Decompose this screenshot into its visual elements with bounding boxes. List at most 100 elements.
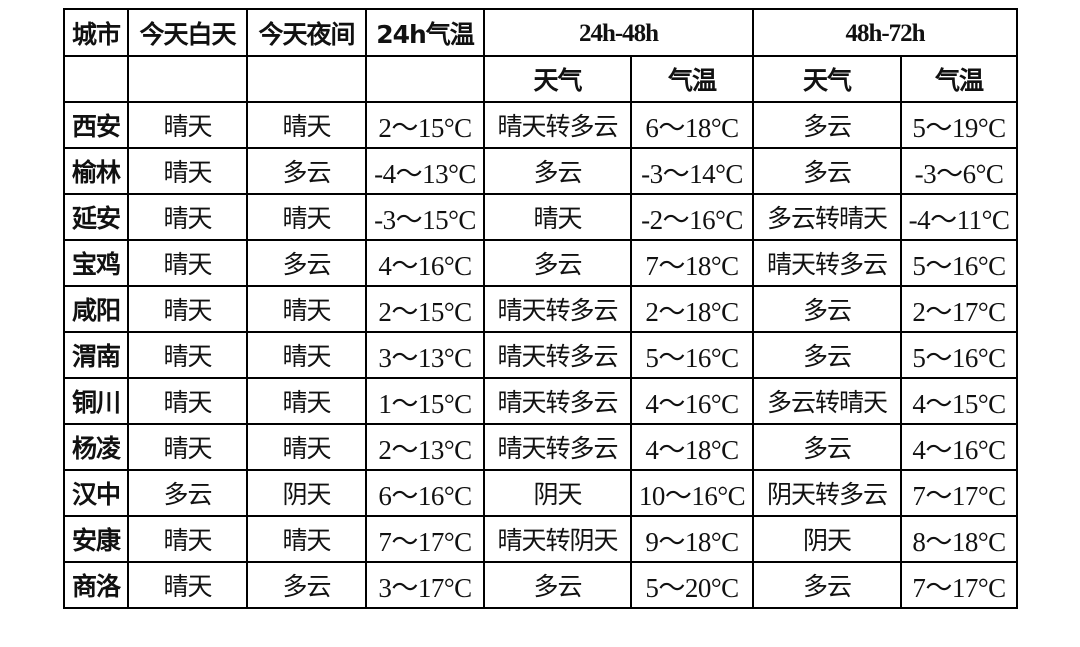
cell-temp-48-72h: -4～11°C [900,193,1019,241]
cell-weather-24-48h: 晴天转多云 [483,285,632,333]
cell-today-night-weather: 晴天 [246,193,367,241]
cell-temp-24h: 6～16°C [365,469,485,517]
cell-today-day-weather: 晴天 [127,147,248,195]
cell-weather-48-72h: 阴天转多云 [752,469,903,517]
header-24-48h-label: 24h-48h [578,19,659,47]
cell-weather-48-72h: 多云转晴天 [752,193,903,241]
table-row: 宝鸡 晴天 多云 4～16°C 多云 7～18°C 晴天转多云 5～16°C [63,239,1019,287]
cell-temp-24h: 7～17°C [365,515,485,563]
cell-temp-48-72h: 7～17°C [900,469,1019,517]
cell-temp-24-48h: 5～16°C [629,331,755,379]
cell-weather-24-48h: 阴天 [483,469,632,517]
cell-weather-48-72h: 多云 [752,561,903,609]
cell-today-day-weather: 晴天 [127,101,248,149]
cell-weather-48-72h: 多云 [752,331,903,379]
cell-weather-24-48h: 晴天转多云 [483,377,632,425]
empty-cell [365,55,485,103]
cell-today-night-weather: 晴天 [246,423,367,471]
cell-weather-48-72h: 多云 [752,101,903,149]
cell-temp-24-48h: 7～18°C [629,239,755,287]
cell-weather-48-72h: 多云 [752,423,903,471]
cell-weather-24-48h: 多云 [483,239,632,287]
cell-city: 宝鸡 [63,239,129,287]
cell-temp-24-48h: 2～18°C [629,285,755,333]
cell-temp-24-48h: 5～20°C [629,561,755,609]
cell-temp-48-72h: 5～19°C [900,101,1019,149]
cell-today-night-weather: 阴天 [246,469,367,517]
subheader-temp-24-48: 气温 [629,55,755,103]
cell-city: 杨凌 [63,423,129,471]
cell-weather-24-48h: 多云 [483,147,632,195]
cell-temp-48-72h: 4～16°C [900,423,1019,471]
cell-temp-24-48h: -3～14°C [629,147,755,195]
cell-weather-24-48h: 晴天转多云 [483,331,632,379]
cell-weather-24-48h: 多云 [483,561,632,609]
empty-cell [246,55,367,103]
cell-weather-48-72h: 阴天 [752,515,903,563]
cell-temp-48-72h: 8～18°C [900,515,1019,563]
cell-weather-24-48h: 晴天转多云 [483,101,632,149]
table-row: 商洛 晴天 多云 3～17°C 多云 5～20°C 多云 7～17°C [63,561,1019,609]
cell-today-night-weather: 多云 [246,147,367,195]
header-48-72h-label: 48h-72h [845,19,925,47]
table-row: 杨凌 晴天 晴天 2～13°C 晴天转多云 4～18°C 多云 4～16°C [63,423,1019,471]
cell-today-day-weather: 晴天 [127,561,248,609]
header-today-night: 今天夜间 [246,8,367,57]
cell-city: 安康 [63,515,129,563]
subheader-weather-48-72: 天气 [752,55,903,103]
cell-today-day-weather: 晴天 [127,423,248,471]
cell-temp-24h: 2～15°C [365,101,485,149]
header-24-48h: 24h-48h [482,8,755,57]
empty-cell [127,55,248,103]
cell-temp-48-72h: 7～17°C [900,561,1019,609]
cell-temp-24-48h: 6～18°C [629,101,755,149]
subheader-weather-24-48: 天气 [483,55,632,103]
cell-temp-24h: -3～15°C [365,193,485,241]
cell-today-night-weather: 晴天 [246,101,367,149]
cell-city: 铜川 [63,377,129,425]
cell-temp-48-72h: 4～15°C [900,377,1019,425]
cell-weather-48-72h: 多云 [752,285,903,333]
table-row: 榆林 晴天 多云 -4～13°C 多云 -3～14°C 多云 -3～6°C [63,147,1019,195]
cell-weather-48-72h: 多云 [752,147,903,195]
cell-today-day-weather: 多云 [127,469,248,517]
table-row: 咸阳 晴天 晴天 2～15°C 晴天转多云 2～18°C 多云 2～17°C [63,285,1019,333]
cell-temp-24h: 3～13°C [365,331,485,379]
cell-today-night-weather: 晴天 [246,331,367,379]
cell-today-day-weather: 晴天 [127,285,248,333]
cell-today-night-weather: 晴天 [246,515,367,563]
cell-today-night-weather: 多云 [246,239,367,287]
cell-today-night-weather: 多云 [246,561,367,609]
cell-temp-24-48h: -2～16°C [629,193,755,241]
cell-weather-48-72h: 多云转晴天 [752,377,903,425]
cell-today-night-weather: 晴天 [246,377,367,425]
table-row: 铜川 晴天 晴天 1～15°C 晴天转多云 4～16°C 多云转晴天 4～15°C [63,377,1019,425]
cell-weather-24-48h: 晴天转阴天 [483,515,632,563]
cell-weather-24-48h: 晴天转多云 [483,423,632,471]
cell-weather-24-48h: 晴天 [483,193,632,241]
header-row: 城市 今天白天 今天夜间 24h气温 24h-48h 48h-72h [63,8,1019,57]
cell-today-day-weather: 晴天 [127,515,248,563]
header-48-72h: 48h-72h [752,8,1019,57]
cell-weather-48-72h: 晴天转多云 [752,239,903,287]
subheader-temp-48-72: 气温 [900,55,1019,103]
cell-temp-24h: 4～16°C [365,239,485,287]
subheader-row: 天气 气温 天气 气温 [63,55,1019,103]
cell-city: 西安 [63,101,129,149]
cell-temp-48-72h: 5～16°C [900,239,1019,287]
cell-city: 汉中 [63,469,129,517]
cell-today-day-weather: 晴天 [127,193,248,241]
table-row: 西安 晴天 晴天 2～15°C 晴天转多云 6～18°C 多云 5～19°C [63,101,1019,149]
cell-temp-24h: 2～13°C [365,423,485,471]
cell-city: 咸阳 [63,285,129,333]
header-temp-24h: 24h气温 [365,8,485,57]
cell-city: 商洛 [63,561,129,609]
cell-temp-24-48h: 10～16°C [629,469,755,517]
table-row: 延安 晴天 晴天 -3～15°C 晴天 -2～16°C 多云转晴天 -4～11°C [63,193,1019,241]
cell-temp-24-48h: 4～16°C [629,377,755,425]
cell-today-day-weather: 晴天 [127,377,248,425]
cell-temp-24h: 1～15°C [365,377,485,425]
cell-temp-24h: 3～17°C [365,561,485,609]
table-row: 安康 晴天 晴天 7～17°C 晴天转阴天 9～18°C 阴天 8～18°C [63,515,1019,563]
cell-temp-48-72h: -3～6°C [900,147,1019,195]
